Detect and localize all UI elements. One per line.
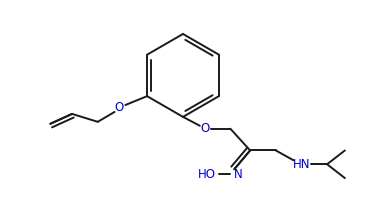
Text: O: O	[115, 101, 124, 115]
Text: O: O	[200, 122, 209, 135]
Text: HN: HN	[293, 158, 310, 171]
Text: N: N	[234, 168, 243, 181]
Text: HO: HO	[198, 168, 216, 181]
